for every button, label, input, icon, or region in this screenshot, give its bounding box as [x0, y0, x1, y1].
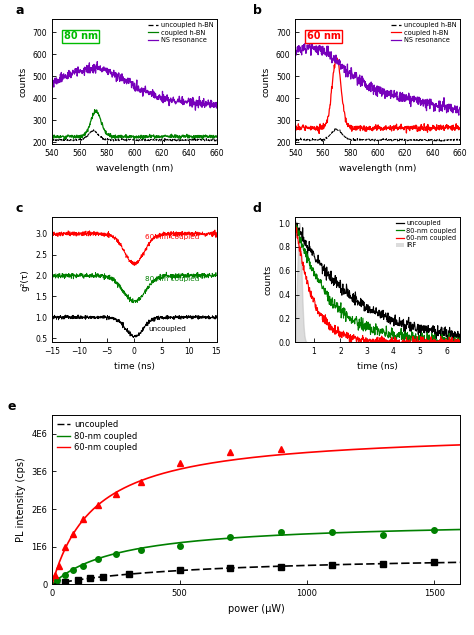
Y-axis label: g²(τ): g²(τ) — [20, 269, 29, 291]
X-axis label: power (μW): power (μW) — [228, 604, 284, 613]
Legend: uncoupled, 80-nm coupled, 60-nm coupled, IRF: uncoupled, 80-nm coupled, 60-nm coupled,… — [393, 218, 459, 251]
Text: 80-nm coupled: 80-nm coupled — [146, 276, 200, 281]
Legend: uncoupled h-BN, coupled h-BN, NS resonance: uncoupled h-BN, coupled h-BN, NS resonan… — [389, 20, 459, 46]
Text: 60 nm: 60 nm — [307, 31, 341, 41]
X-axis label: wavelength (nm): wavelength (nm) — [96, 164, 173, 173]
X-axis label: wavelength (nm): wavelength (nm) — [339, 164, 416, 173]
X-axis label: time (ns): time (ns) — [357, 362, 398, 371]
Legend: uncoupled h-BN, coupled h-BN, NS resonance: uncoupled h-BN, coupled h-BN, NS resonan… — [145, 20, 216, 46]
Text: 80 nm: 80 nm — [64, 31, 98, 41]
Legend: uncoupled, 80-nm coupled, 60-nm coupled: uncoupled, 80-nm coupled, 60-nm coupled — [54, 417, 140, 455]
Text: a: a — [16, 4, 25, 17]
Text: d: d — [253, 202, 262, 215]
X-axis label: time (ns): time (ns) — [114, 362, 155, 371]
Y-axis label: PL intensity (cps): PL intensity (cps) — [16, 457, 26, 542]
Text: c: c — [16, 202, 23, 215]
Y-axis label: counts: counts — [261, 67, 270, 97]
Y-axis label: counts: counts — [18, 67, 27, 97]
Text: b: b — [253, 4, 262, 17]
Text: e: e — [7, 400, 16, 413]
Text: uncoupled: uncoupled — [148, 326, 186, 331]
Y-axis label: counts: counts — [264, 265, 273, 295]
Text: 60-nm coupled: 60-nm coupled — [146, 234, 200, 240]
